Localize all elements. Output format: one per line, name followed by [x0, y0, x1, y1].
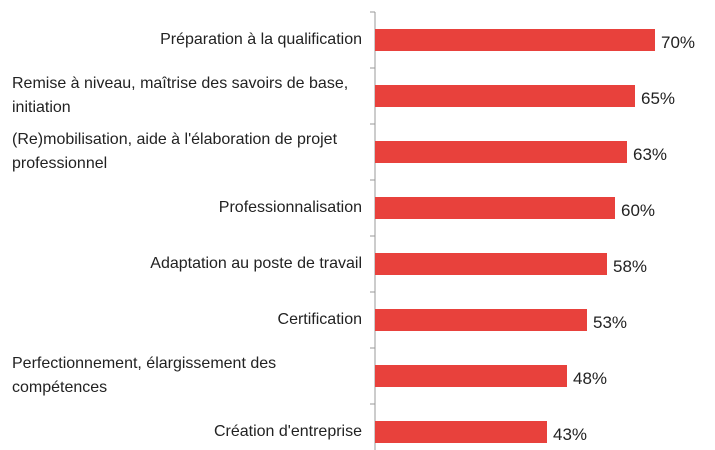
category-label: Préparation à la qualification — [160, 31, 362, 48]
value-label: 53% — [593, 313, 628, 332]
category-label-box: (Re)mobilisation, aide à l'élaboration d… — [12, 128, 362, 176]
bar — [375, 85, 635, 107]
category-label-box: Préparation à la qualification — [160, 28, 362, 52]
category-label-box: Adaptation au poste de travail — [150, 252, 362, 276]
value-label: 48% — [573, 369, 608, 388]
bar — [375, 309, 587, 331]
category-label: Perfectionnement, élargissement des comp… — [12, 355, 277, 396]
category-label-box: Professionnalisation — [219, 196, 362, 220]
category-label: (Re)mobilisation, aide à l'élaboration d… — [12, 131, 338, 172]
value-label: 70% — [661, 33, 696, 52]
category-label-box: Perfectionnement, élargissement des comp… — [12, 352, 362, 400]
value-label: 65% — [641, 89, 676, 108]
category-label-box: Certification — [278, 308, 362, 332]
bar — [375, 141, 627, 163]
category-label: Certification — [277, 311, 362, 328]
bar — [375, 421, 547, 443]
value-label: 43% — [553, 425, 588, 444]
bar — [375, 197, 615, 219]
category-label-box: Remise à niveau, maîtrise des savoirs de… — [12, 72, 362, 120]
bar — [375, 365, 567, 387]
value-label: 58% — [613, 257, 648, 276]
category-label-box: Création d'entreprise — [214, 420, 362, 444]
bar — [375, 253, 607, 275]
value-label: 63% — [633, 145, 668, 164]
category-label: Remise à niveau, maîtrise des savoirs de… — [12, 75, 349, 116]
value-label: 60% — [621, 201, 656, 220]
category-label: Adaptation au poste de travail — [150, 255, 362, 272]
bar — [375, 29, 655, 51]
category-label: Création d'entreprise — [213, 423, 362, 440]
category-label: Professionnalisation — [218, 199, 362, 216]
